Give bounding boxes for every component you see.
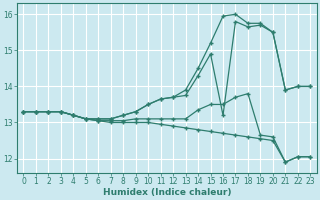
X-axis label: Humidex (Indice chaleur): Humidex (Indice chaleur): [103, 188, 231, 197]
